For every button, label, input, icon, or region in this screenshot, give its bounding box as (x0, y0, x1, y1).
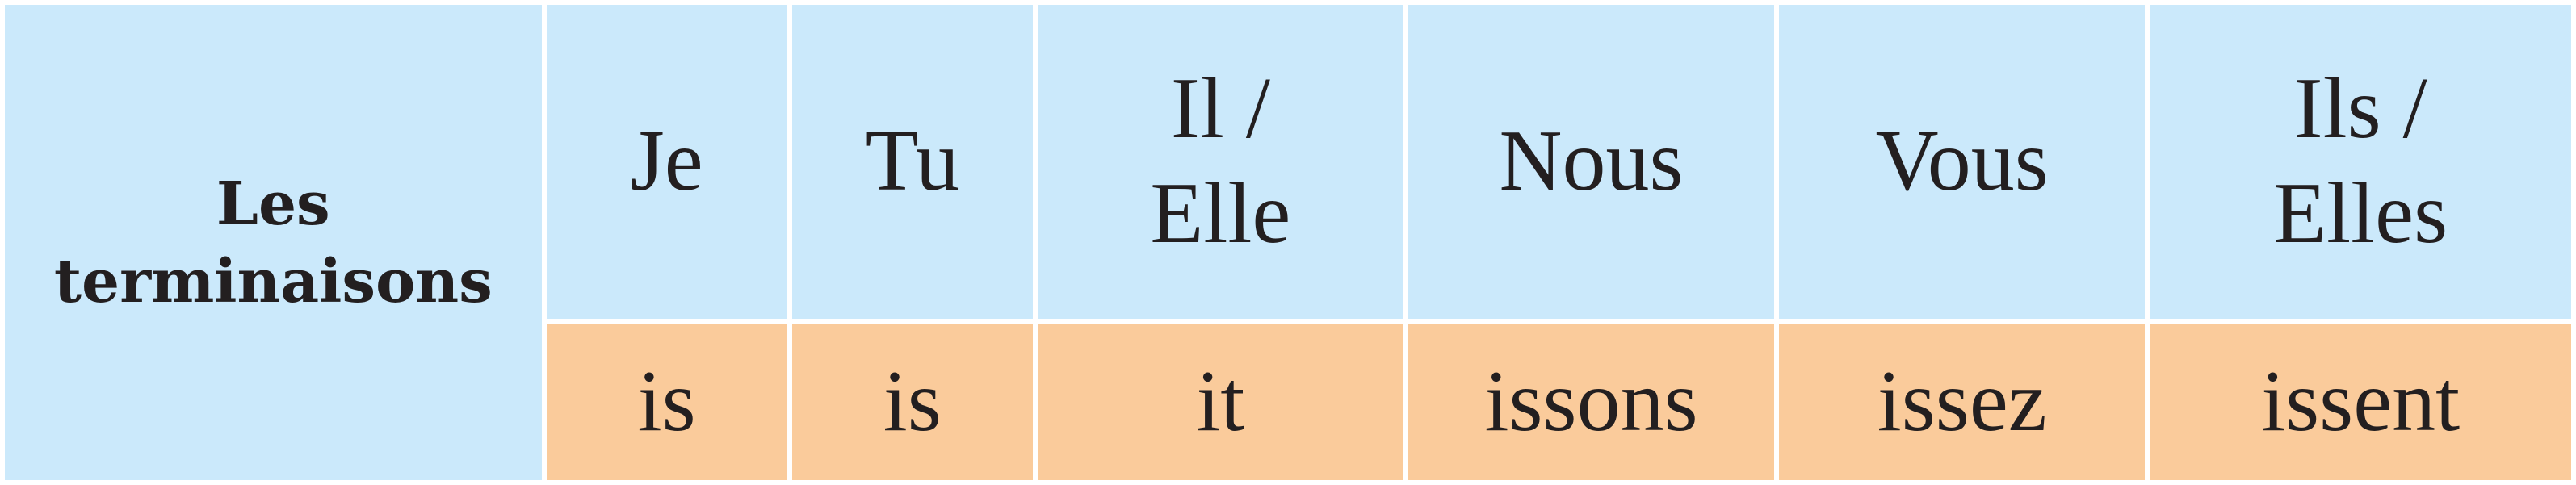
ending-il-elle-cell: it (1037, 323, 1403, 480)
pronoun-tu-label: Tu (865, 113, 959, 210)
pronoun-nous-cell: Nous (1408, 5, 1775, 319)
pronoun-je-label: Je (630, 113, 703, 210)
pronoun-row: Les terminaisons Je Tu Il / Elle Nous Vo… (5, 5, 2571, 480)
ending-row: is is it issons issez issent (5, 323, 2571, 480)
pronoun-tu-cell: Tu (791, 5, 1033, 319)
pronoun-il-elle-cell: Il / Elle (1037, 5, 1403, 319)
ending-ils-elles-cell: issent (2150, 323, 2571, 480)
ending-nous-cell: issons (1408, 323, 1775, 480)
ending-tu-cell: is (791, 323, 1033, 480)
pronoun-nous-label: Nous (1499, 113, 1684, 210)
row-label-line2: terminaisons (53, 246, 493, 316)
pronoun-elle-label: Elle (1150, 165, 1291, 262)
pronoun-vous-label: Vous (1875, 113, 2049, 210)
pronoun-je-cell: Je (546, 5, 787, 319)
pronoun-ils-label: Ils / (2293, 61, 2427, 157)
ending-vous-cell: issez (1779, 323, 2146, 480)
pronoun-ils-elles-cell: Ils / Elles (2150, 5, 2571, 319)
pronoun-elles-label: Elles (2273, 165, 2448, 262)
ending-je-cell: is (546, 323, 787, 480)
row-label-cell: Les terminaisons (5, 5, 542, 480)
row-label-line1: Les (216, 169, 330, 239)
pronoun-il-label: Il / (1170, 61, 1270, 157)
pronoun-vous-cell: Vous (1779, 5, 2146, 319)
